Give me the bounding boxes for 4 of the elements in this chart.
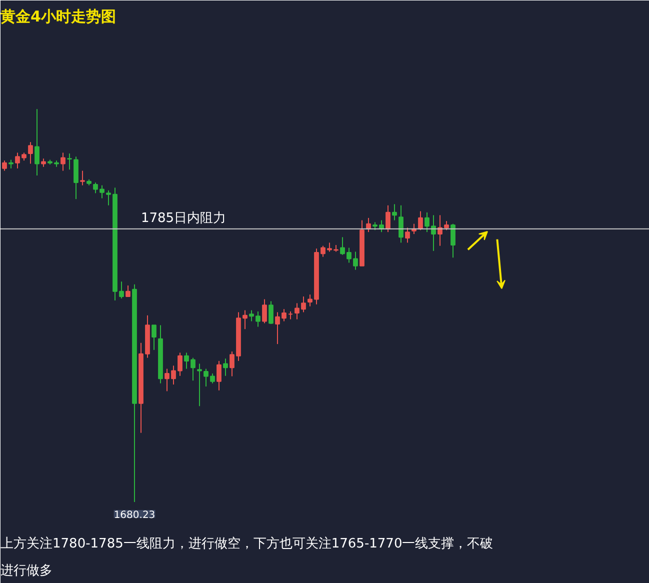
annotation: 1680.23: [114, 510, 156, 521]
chart-title: 黄金4小时走势图: [0, 8, 116, 26]
text: 上方关注1780-1785一线阻力，进行做空，下方也可关注1765-1770一线支撑，不破进行做多: [0, 536, 494, 578]
ref-line-label: 1785日内阻力: [140, 210, 226, 226]
